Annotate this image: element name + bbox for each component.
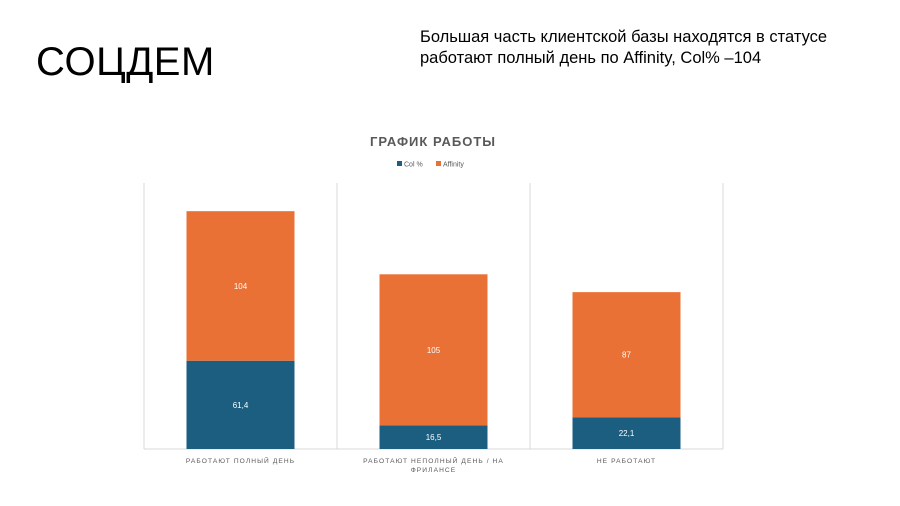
legend-label-col-pct: Col % — [404, 162, 423, 169]
bar-col-pct-3 — [572, 417, 681, 449]
slide-subtitle: Большая часть клиентской базы находятся … — [420, 27, 890, 69]
bar-affinity-1 — [186, 211, 295, 361]
bar-col-pct-1 — [186, 360, 295, 449]
x-tick-label-line: РАБОТАЮТ НЕПОЛНЫЙ ДЕНЬ / НА — [363, 456, 504, 465]
bar-affinity-2 — [379, 274, 488, 426]
data-label-affinity-3: 87 — [622, 351, 631, 360]
chart-bars — [186, 211, 681, 449]
x-tick-label-line: НЕ РАБОТАЮТ — [597, 458, 656, 465]
x-tick-label-1: РАБОТАЮТ ПОЛНЫЙ ДЕНЬ — [186, 456, 295, 465]
legend-label-affinity: Affinity — [443, 162, 464, 169]
x-tick-label-line: РАБОТАЮТ ПОЛНЫЙ ДЕНЬ — [186, 456, 295, 465]
bar-affinity-3 — [572, 292, 681, 418]
data-label-col-pct-3: 22,1 — [619, 429, 635, 438]
x-tick-label-line: ФРИЛАНСЕ — [411, 467, 457, 474]
subtitle-line-2: работают полный день по Affinity, Col% –… — [420, 49, 762, 67]
chart-legend: Col % Affinity — [397, 161, 464, 169]
bar-col-pct-2 — [379, 425, 488, 449]
chart-data-labels: 61,4 104 16,5 105 22,1 87 — [233, 282, 635, 442]
legend-swatch-col-pct — [397, 161, 402, 166]
data-label-affinity-1: 104 — [234, 282, 248, 291]
chart-x-tick-labels: РАБОТАЮТ ПОЛНЫЙ ДЕНЬ РАБОТАЮТ НЕПОЛНЫЙ ДЕ… — [186, 456, 656, 474]
legend-swatch-affinity — [436, 161, 441, 166]
slide-title: СОЦДЕМ — [36, 40, 215, 84]
data-label-col-pct-1: 61,4 — [233, 401, 249, 410]
data-label-affinity-2: 105 — [427, 346, 441, 355]
subtitle-line-1: Большая часть клиентской базы находятся … — [420, 28, 828, 46]
x-tick-label-2: РАБОТАЮТ НЕПОЛНЫЙ ДЕНЬ / НА ФРИЛАНСЕ — [363, 456, 504, 474]
data-label-col-pct-2: 16,5 — [426, 433, 442, 442]
chart-title: ГРАФИК РАБОТЫ — [370, 134, 496, 149]
x-tick-label-3: НЕ РАБОТАЮТ — [597, 458, 656, 465]
